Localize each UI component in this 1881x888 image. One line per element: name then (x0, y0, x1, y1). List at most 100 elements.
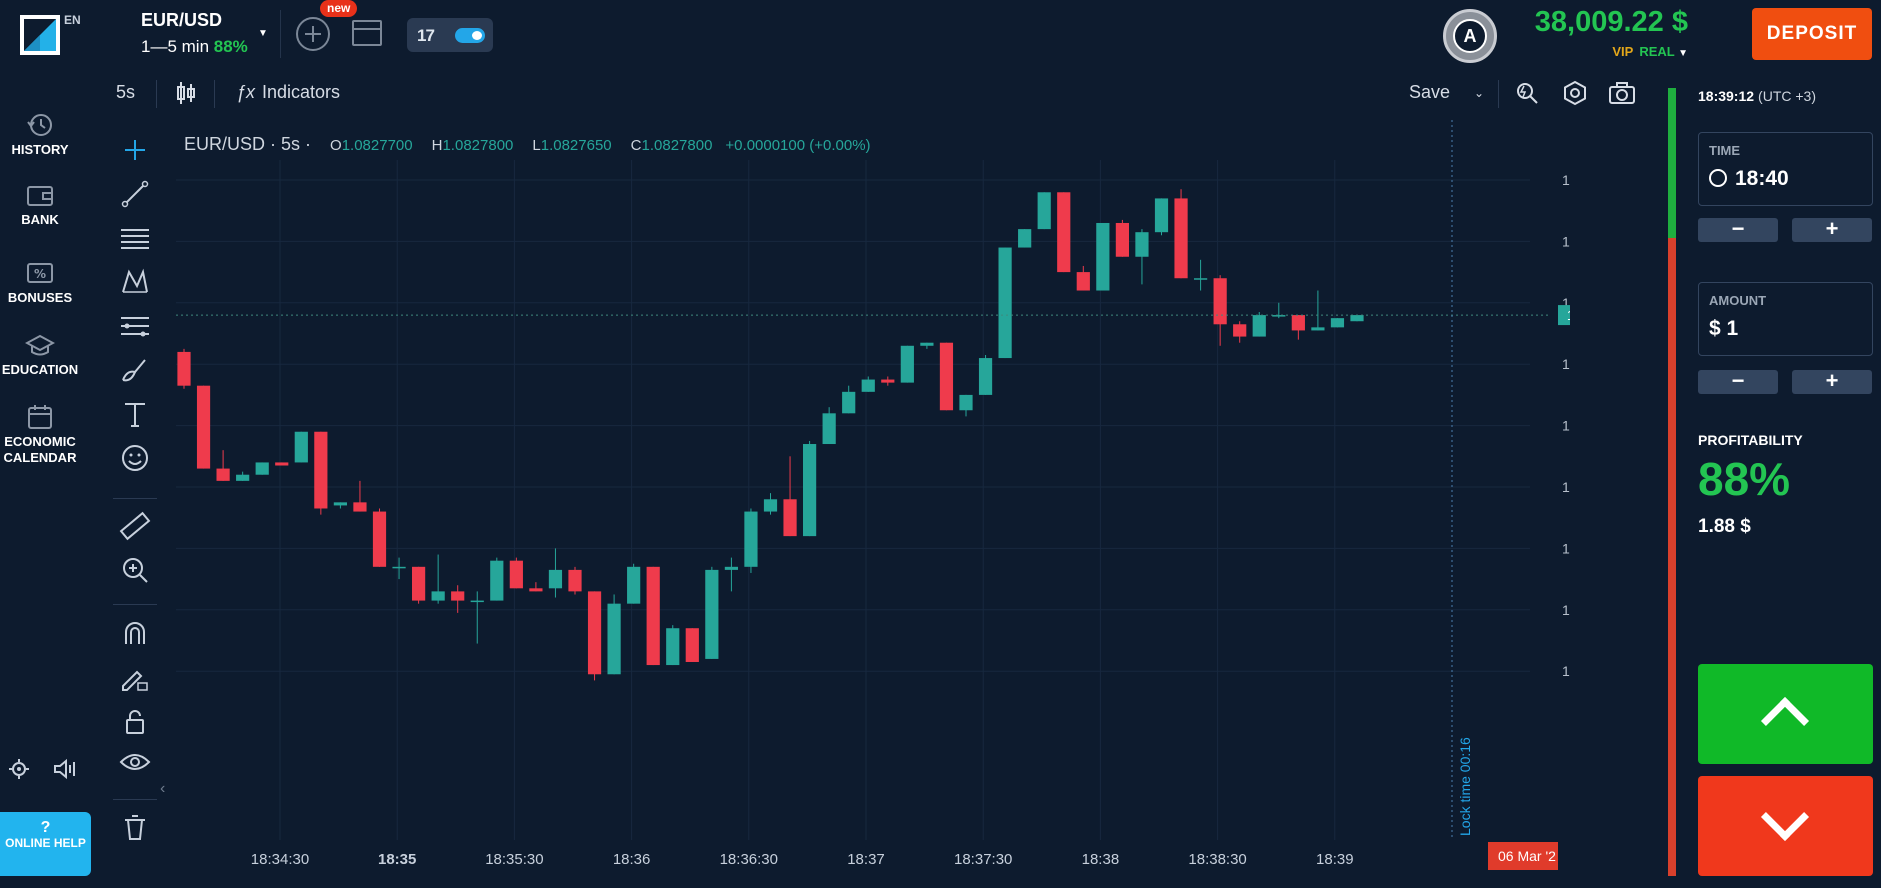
candle-body (1233, 324, 1247, 337)
svg-text:%: % (34, 267, 46, 281)
text-icon[interactable] (117, 396, 153, 432)
collapse-toolbar-icon[interactable]: ‹ (160, 780, 166, 797)
candle-body (1115, 222, 1129, 257)
candle-body (1350, 315, 1364, 322)
candle-body (412, 566, 426, 601)
amount-plus-button[interactable]: + (1792, 370, 1872, 394)
nav-label: BONUSES (7, 290, 73, 305)
speaker-icon[interactable] (52, 758, 76, 780)
account-type-selector[interactable]: VIP REAL ▼ (1612, 44, 1688, 59)
candle-body (392, 566, 406, 569)
call-up-button[interactable] (1698, 664, 1873, 764)
fib-retracement-icon[interactable] (117, 220, 153, 256)
candle-body (372, 511, 387, 567)
candle-body (529, 588, 543, 592)
gear-icon[interactable] (8, 758, 30, 780)
layout-icon[interactable] (352, 20, 382, 46)
save-button[interactable]: Save (1409, 82, 1451, 102)
candle-body (275, 462, 289, 466)
nav-item-history[interactable]: HISTORY (0, 112, 80, 157)
clock-timezone: (UTC +3) (1758, 88, 1816, 104)
camera-icon[interactable] (1608, 80, 1636, 106)
pattern-icon[interactable] (117, 264, 153, 300)
add-asset-icon[interactable] (296, 17, 330, 51)
amount-value: $ 1 (1709, 317, 1739, 340)
change-value: +0.0000100 (+0.00%) (725, 137, 871, 154)
nav-label: BANK (21, 212, 59, 227)
tradingview-toggle[interactable]: 17 (407, 18, 493, 52)
crosshair-icon[interactable] (117, 132, 153, 168)
lock-drawing-icon[interactable] (117, 660, 153, 696)
interval-selector[interactable]: 5s (116, 82, 136, 102)
candle-body (998, 247, 1012, 359)
account-tier: VIP (1612, 44, 1634, 59)
candle-body (1291, 315, 1305, 331)
current-price-label: 1.0827800 (1567, 307, 1570, 323)
divider (113, 498, 157, 499)
lock-icon[interactable] (117, 704, 153, 740)
function-icon[interactable]: ƒx (236, 82, 256, 102)
nav-item-economic-calendar[interactable]: ECONOMIC CALENDAR (0, 404, 80, 466)
time-axis-label: 18:37 (847, 851, 885, 868)
price-axis-label: 1.0825000 (1562, 479, 1570, 495)
ruler-icon[interactable] (117, 508, 153, 544)
settings-hex-icon[interactable] (1562, 80, 1588, 106)
server-clock: 18:39:12 (UTC +3) (1698, 88, 1816, 104)
indicators-button[interactable]: Indicators (262, 82, 341, 102)
candle-body (1272, 315, 1286, 317)
time-field[interactable]: TIME 18:40 (1698, 132, 1873, 206)
chevron-down-icon[interactable]: ⌄ (1474, 86, 1485, 100)
amount-minus-button[interactable]: − (1698, 370, 1778, 394)
candle-body (959, 394, 973, 411)
eye-icon[interactable] (117, 746, 153, 782)
candle-body (783, 499, 797, 537)
candle-body (744, 511, 758, 567)
asset-selector[interactable]: EUR/USD 1—5 min 88% (141, 10, 248, 57)
logo[interactable] (20, 15, 60, 55)
nav-item-bonuses[interactable]: % BONUSES (0, 260, 80, 305)
candle-body (881, 379, 895, 383)
amount-field[interactable]: AMOUNT $ 1 (1698, 282, 1873, 356)
price-axis-label: 1.0829000 (1562, 233, 1570, 249)
candle-body (685, 628, 699, 662)
emoji-icon[interactable] (117, 440, 153, 476)
nav-item-education[interactable]: EDUCATION (0, 332, 80, 377)
time-minus-button[interactable]: − (1698, 218, 1778, 242)
new-badge: new (320, 0, 358, 17)
account-balance[interactable]: 38,009.22 $ (1534, 6, 1688, 38)
ohlc-legend: EUR/USD · 5s · O1.0827700 H1.0827800 L1.… (184, 134, 871, 155)
magnet-icon[interactable] (117, 616, 153, 652)
candle-body (1154, 198, 1169, 233)
brush-icon[interactable] (117, 352, 153, 388)
put-down-button[interactable] (1698, 776, 1873, 876)
language-selector[interactable]: EN (64, 13, 81, 27)
time-axis-label: 18:36 (613, 851, 651, 868)
candlestick-type-icon[interactable] (174, 80, 198, 106)
avatar[interactable]: A (1443, 9, 1497, 63)
prediction-icon[interactable] (117, 308, 153, 344)
chevron-down-icon[interactable]: ▼ (258, 28, 268, 39)
candle-body (548, 569, 563, 589)
candle-body (1330, 318, 1345, 328)
online-help-button[interactable]: ? ONLINE HELP (0, 812, 91, 876)
deposit-button[interactable]: DEPOSIT (1752, 8, 1872, 60)
candle-body (1311, 327, 1325, 331)
asset-timeframe: 1—5 min (141, 37, 210, 56)
price-chart[interactable]: 1.0830000 1.0829000 1.0828000 1.0827000 1.08… (170, 100, 1570, 888)
trend-line-icon[interactable] (117, 176, 153, 212)
open-label: O (330, 137, 342, 154)
candle-body (314, 431, 328, 509)
quick-search-icon[interactable] (1514, 80, 1540, 106)
high-label: H (431, 137, 443, 154)
candle-body (803, 444, 817, 537)
candle-body (920, 342, 934, 346)
candle-body (1057, 192, 1071, 273)
candle-body (490, 560, 504, 601)
time-axis-label: 18:35 (378, 851, 416, 868)
zoom-in-icon[interactable] (117, 552, 153, 588)
trash-icon[interactable] (117, 810, 153, 846)
nav-item-bank[interactable]: BANK (0, 182, 80, 227)
trade-panel: 18:39:12 (UTC +3) TIME 18:40 − + AMOUNT $… (1698, 0, 1881, 888)
time-plus-button[interactable]: + (1792, 218, 1872, 242)
divider (1498, 80, 1499, 108)
